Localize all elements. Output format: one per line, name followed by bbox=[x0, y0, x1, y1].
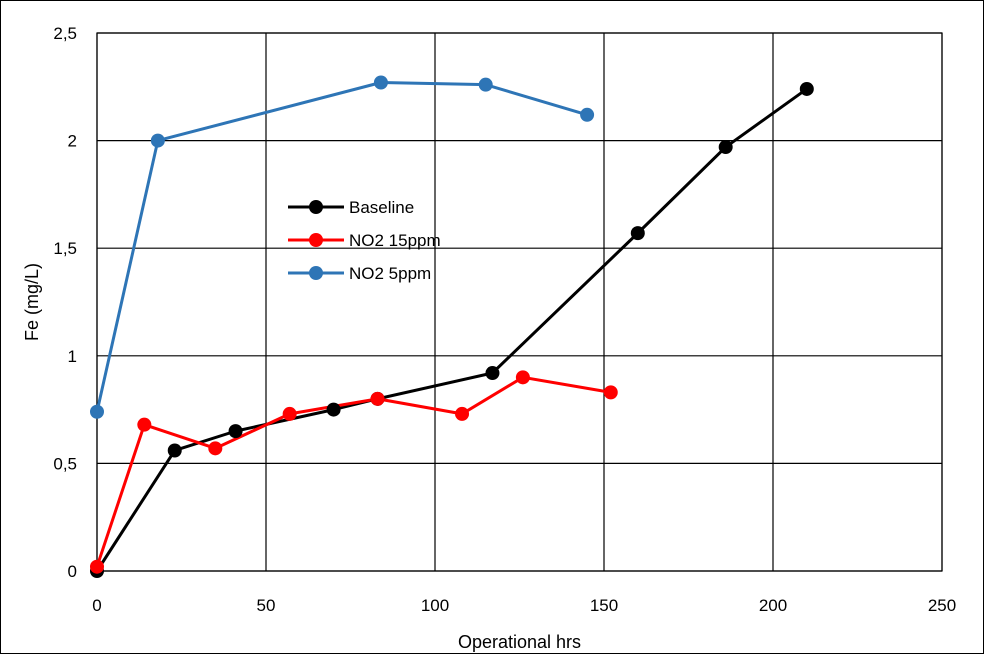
data-point-no2-15ppm bbox=[137, 417, 152, 432]
x-tick-label: 50 bbox=[257, 596, 276, 615]
data-point-baseline bbox=[718, 140, 733, 155]
y-tick-label: 1 bbox=[68, 347, 77, 366]
grid-lines bbox=[96, 32, 943, 572]
data-point-baseline bbox=[326, 402, 341, 417]
data-point-no2-5ppm bbox=[150, 133, 165, 148]
series-points bbox=[90, 75, 814, 578]
series-line-baseline bbox=[95, 87, 808, 572]
series-line-no2-5ppm bbox=[95, 80, 588, 413]
data-point-baseline bbox=[485, 366, 500, 381]
data-point-baseline bbox=[228, 424, 243, 439]
legend-marker bbox=[309, 266, 323, 280]
y-tick-label: 1,5 bbox=[53, 239, 77, 258]
legend-label: NO2 5ppm bbox=[349, 264, 431, 283]
x-tick-label: 200 bbox=[759, 596, 787, 615]
data-point-no2-15ppm bbox=[90, 559, 104, 574]
x-tick-label: 150 bbox=[590, 596, 618, 615]
data-point-no2-5ppm bbox=[373, 75, 388, 90]
y-axis-title: Fe (mg/L) bbox=[22, 263, 42, 341]
data-point-baseline bbox=[167, 443, 182, 458]
data-point-no2-15ppm bbox=[515, 370, 530, 385]
y-tick-label: 2,5 bbox=[53, 24, 77, 43]
plot-area bbox=[96, 32, 943, 572]
data-point-baseline bbox=[799, 81, 814, 96]
legend-marker bbox=[309, 200, 323, 214]
legend-item-baseline: Baseline bbox=[288, 198, 414, 217]
data-point-no2-15ppm bbox=[370, 391, 385, 406]
data-point-no2-5ppm bbox=[580, 107, 595, 122]
data-point-no2-15ppm bbox=[455, 406, 470, 421]
legend-label: NO2 15ppm bbox=[349, 231, 441, 250]
x-axis-title: Operational hrs bbox=[458, 632, 581, 652]
data-point-no2-15ppm bbox=[208, 441, 223, 456]
data-point-no2-5ppm bbox=[478, 77, 493, 92]
tick-labels: 0 50 100 150 200 250 0 0,5 1 1,5 2 2,5 bbox=[53, 24, 956, 615]
x-tick-label: 100 bbox=[421, 596, 449, 615]
legend-label: Baseline bbox=[349, 198, 414, 217]
data-point-no2-15ppm bbox=[603, 385, 618, 400]
data-point-baseline bbox=[630, 226, 645, 241]
data-point-no2-15ppm bbox=[282, 406, 297, 421]
y-tick-label: 2 bbox=[68, 132, 77, 151]
legend-marker bbox=[309, 233, 323, 247]
x-tick-label: 0 bbox=[92, 596, 101, 615]
series-lines bbox=[95, 80, 808, 572]
y-tick-label: 0 bbox=[68, 562, 77, 581]
data-point-no2-5ppm bbox=[90, 404, 104, 419]
legend-item-no2-5ppm: NO2 5ppm bbox=[288, 264, 431, 283]
x-tick-label: 250 bbox=[928, 596, 956, 615]
legend: Baseline NO2 15ppm NO2 5ppm bbox=[288, 198, 441, 283]
legend-item-no2-15ppm: NO2 15ppm bbox=[288, 231, 441, 250]
y-tick-label: 0,5 bbox=[53, 454, 77, 473]
